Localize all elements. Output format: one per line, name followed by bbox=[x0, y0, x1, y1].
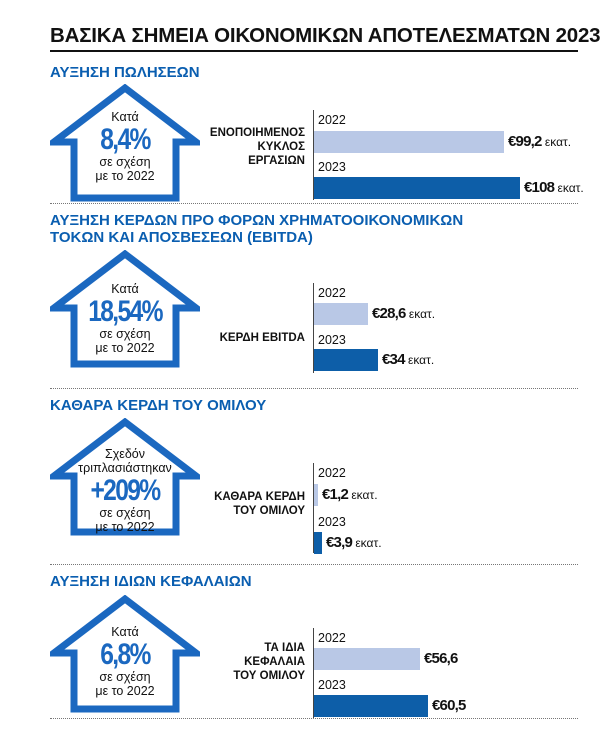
arrow-caption: Κατά 6,8% σε σχέση με το 2022 bbox=[70, 625, 180, 698]
bar-2022 bbox=[314, 131, 504, 153]
metric-label: ΤΑ ΙΔΙΑ ΚΕΦΑΛΑΙΑ ΤΟΥ ΟΜΙΛΟΥ bbox=[233, 641, 305, 683]
section-divider bbox=[50, 564, 578, 565]
bar-2022 bbox=[314, 484, 318, 506]
section-heading-line: ΑΥΞΗΣΗ ΙΔΙΩΝ ΚΕΦΑΛΑΙΩΝ bbox=[50, 573, 252, 590]
up-arrow-icon bbox=[50, 418, 200, 536]
caption-comparison: σε σχέση bbox=[99, 670, 151, 684]
arrow-caption: Κατά 18,54% σε σχέση με το 2022 bbox=[70, 282, 180, 355]
value-amount: €28,6 bbox=[372, 305, 406, 322]
value-label-2023: €60,5 bbox=[432, 695, 466, 717]
section-heading-line: ΤΟΚΩΝ ΚΑΙ ΑΠΟΣΒΕΣΕΩΝ (EBITDA) bbox=[50, 229, 313, 246]
year-label-2023: 2023 bbox=[318, 333, 346, 347]
year-label-2022: 2022 bbox=[318, 286, 346, 300]
chart-axis bbox=[313, 283, 314, 373]
value-amount: €108 bbox=[524, 179, 555, 196]
up-arrow-icon bbox=[50, 84, 200, 202]
metric-label-line: ΤΟΥ ΟΜΙΛΟΥ bbox=[233, 670, 305, 682]
year-label-2022: 2022 bbox=[318, 631, 346, 645]
value-unit: εκατ. bbox=[404, 353, 435, 367]
caption-year: με το 2022 bbox=[95, 169, 155, 183]
caption-prefix: Κατά bbox=[111, 625, 139, 639]
section-divider bbox=[50, 718, 578, 719]
caption-year: με το 2022 bbox=[95, 684, 155, 698]
bar-2023 bbox=[314, 177, 520, 199]
value-label-2023: €108 εκατ. bbox=[524, 177, 584, 199]
metric-label-line: ΚΕΡΔΗ EBITDA bbox=[219, 332, 305, 344]
value-label-2022: €1,2 εκατ. bbox=[322, 484, 378, 506]
metric-label-line: ΕΝΟΠΟΙΗΜΕΝΟΣ bbox=[209, 127, 305, 139]
year-label-2022: 2022 bbox=[318, 466, 346, 480]
bar-2023 bbox=[314, 695, 428, 717]
arrow-caption: Κατά 8,4% σε σχέση με το 2022 bbox=[70, 110, 180, 183]
percentage-value: 18,54% bbox=[88, 295, 163, 328]
value-unit: εκατ. bbox=[348, 488, 378, 502]
metric-label: ΚΑΘΑΡΑ ΚΕΡΔΗ ΤΟΥ ΟΜΙΛΟΥ bbox=[214, 490, 305, 518]
caption-year: με το 2022 bbox=[95, 520, 155, 534]
up-arrow-icon bbox=[50, 595, 200, 713]
value-unit: εκατ. bbox=[405, 307, 436, 321]
value-label-2022: €99,2 εκατ. bbox=[508, 131, 571, 153]
bar-2022 bbox=[314, 648, 420, 670]
value-unit: εκατ. bbox=[352, 536, 382, 550]
section-heading: ΚΑΘΑΡΑ ΚΕΡΔΗ ΤΟΥ ΟΜΙΛΟΥ bbox=[50, 397, 266, 414]
caption-comparison: σε σχέση bbox=[99, 155, 151, 169]
value-unit: εκατ. bbox=[541, 135, 572, 149]
value-amount: €3,9 bbox=[326, 534, 353, 551]
page-title: ΒΑΣΙΚΑ ΣΗΜΕΙΑ ΟΙΚΟΝΟΜΙΚΩΝ ΑΠΟΤΕΛΕΣΜΑΤΩΝ … bbox=[50, 24, 601, 47]
metric-label: ΚΕΡΔΗ EBITDA bbox=[220, 331, 305, 345]
value-amount: €56,6 bbox=[424, 650, 458, 667]
value-unit: εκατ. bbox=[554, 181, 584, 195]
metric-label-line: ΤΑ ΙΔΙΑ bbox=[264, 642, 305, 654]
section-heading: ΑΥΞΗΣΗ ΙΔΙΩΝ ΚΕΦΑΛΑΙΩΝ bbox=[50, 573, 252, 590]
year-label-2023: 2023 bbox=[318, 160, 346, 174]
value-label-2022: €56,6 bbox=[424, 648, 458, 670]
chart-axis bbox=[313, 110, 314, 200]
value-amount: €99,2 bbox=[508, 133, 542, 150]
value-label-2023: €3,9 εκατ. bbox=[326, 532, 382, 554]
percentage-value: 6,8% bbox=[100, 638, 151, 671]
year-label-2023: 2023 bbox=[318, 678, 346, 692]
metric-label-line: ΤΟΥ ΟΜΙΛΟΥ bbox=[233, 505, 305, 517]
chart-axis bbox=[313, 463, 314, 553]
section-heading: ΑΥΞΗΣΗ ΠΩΛΗΣΕΩΝ bbox=[50, 64, 200, 81]
bar-2022 bbox=[314, 303, 368, 325]
caption-comparison: σε σχέση bbox=[99, 327, 151, 341]
up-arrow-icon bbox=[50, 250, 200, 368]
caption-prefix: Κατά bbox=[111, 110, 139, 124]
metric-label-line: ΚΑΘΑΡΑ ΚΕΡΔΗ bbox=[214, 491, 305, 503]
title-rule bbox=[50, 50, 578, 52]
caption-prefix: Σχεδόν τριπλασιάστηκαν bbox=[78, 447, 172, 475]
caption-year: με το 2022 bbox=[95, 341, 155, 355]
section-divider bbox=[50, 203, 578, 204]
percentage-value: +209% bbox=[90, 474, 161, 507]
caption-prefix: Κατά bbox=[111, 282, 139, 296]
chart-axis bbox=[313, 628, 314, 718]
section-heading: ΑΥΞΗΣΗ ΚΕΡΔΩΝ ΠΡΟ ΦΟΡΩΝ ΧΡΗΜΑΤΟΟΙΚΟΝΟΜΙΚ… bbox=[50, 212, 463, 246]
bar-2023 bbox=[314, 532, 322, 554]
value-amount: €34 bbox=[382, 351, 405, 368]
year-label-2023: 2023 bbox=[318, 515, 346, 529]
value-label-2023: €34 εκατ. bbox=[382, 349, 434, 371]
section-heading-line: ΑΥΞΗΣΗ ΠΩΛΗΣΕΩΝ bbox=[50, 64, 200, 81]
metric-label-line: ΚΥΚΛΟΣ bbox=[257, 141, 306, 153]
metric-label-line: ΕΡΓΑΣΙΩΝ bbox=[248, 155, 305, 167]
value-amount: €60,5 bbox=[432, 697, 466, 714]
year-label-2022: 2022 bbox=[318, 113, 346, 127]
section-heading-line: ΚΑΘΑΡΑ ΚΕΡΔΗ ΤΟΥ ΟΜΙΛΟΥ bbox=[50, 397, 267, 414]
value-amount: €1,2 bbox=[322, 486, 349, 503]
section-heading-line: ΑΥΞΗΣΗ ΚΕΡΔΩΝ ΠΡΟ ΦΟΡΩΝ ΧΡΗΜΑΤΟΟΙΚΟΝΟΜΙΚ… bbox=[50, 212, 464, 229]
percentage-value: 8,4% bbox=[100, 123, 151, 156]
metric-label: ΕΝΟΠΟΙΗΜΕΝΟΣ ΚΥΚΛΟΣ ΕΡΓΑΣΙΩΝ bbox=[210, 126, 305, 168]
caption-comparison: σε σχέση bbox=[99, 506, 151, 520]
bar-2023 bbox=[314, 349, 378, 371]
arrow-caption: Σχεδόν τριπλασιάστηκαν +209% σε σχέση με το… bbox=[70, 447, 180, 534]
section-divider bbox=[50, 388, 578, 389]
metric-label-line: ΚΕΦΑΛΑΙΑ bbox=[244, 656, 305, 668]
value-label-2022: €28,6 εκατ. bbox=[372, 303, 435, 325]
